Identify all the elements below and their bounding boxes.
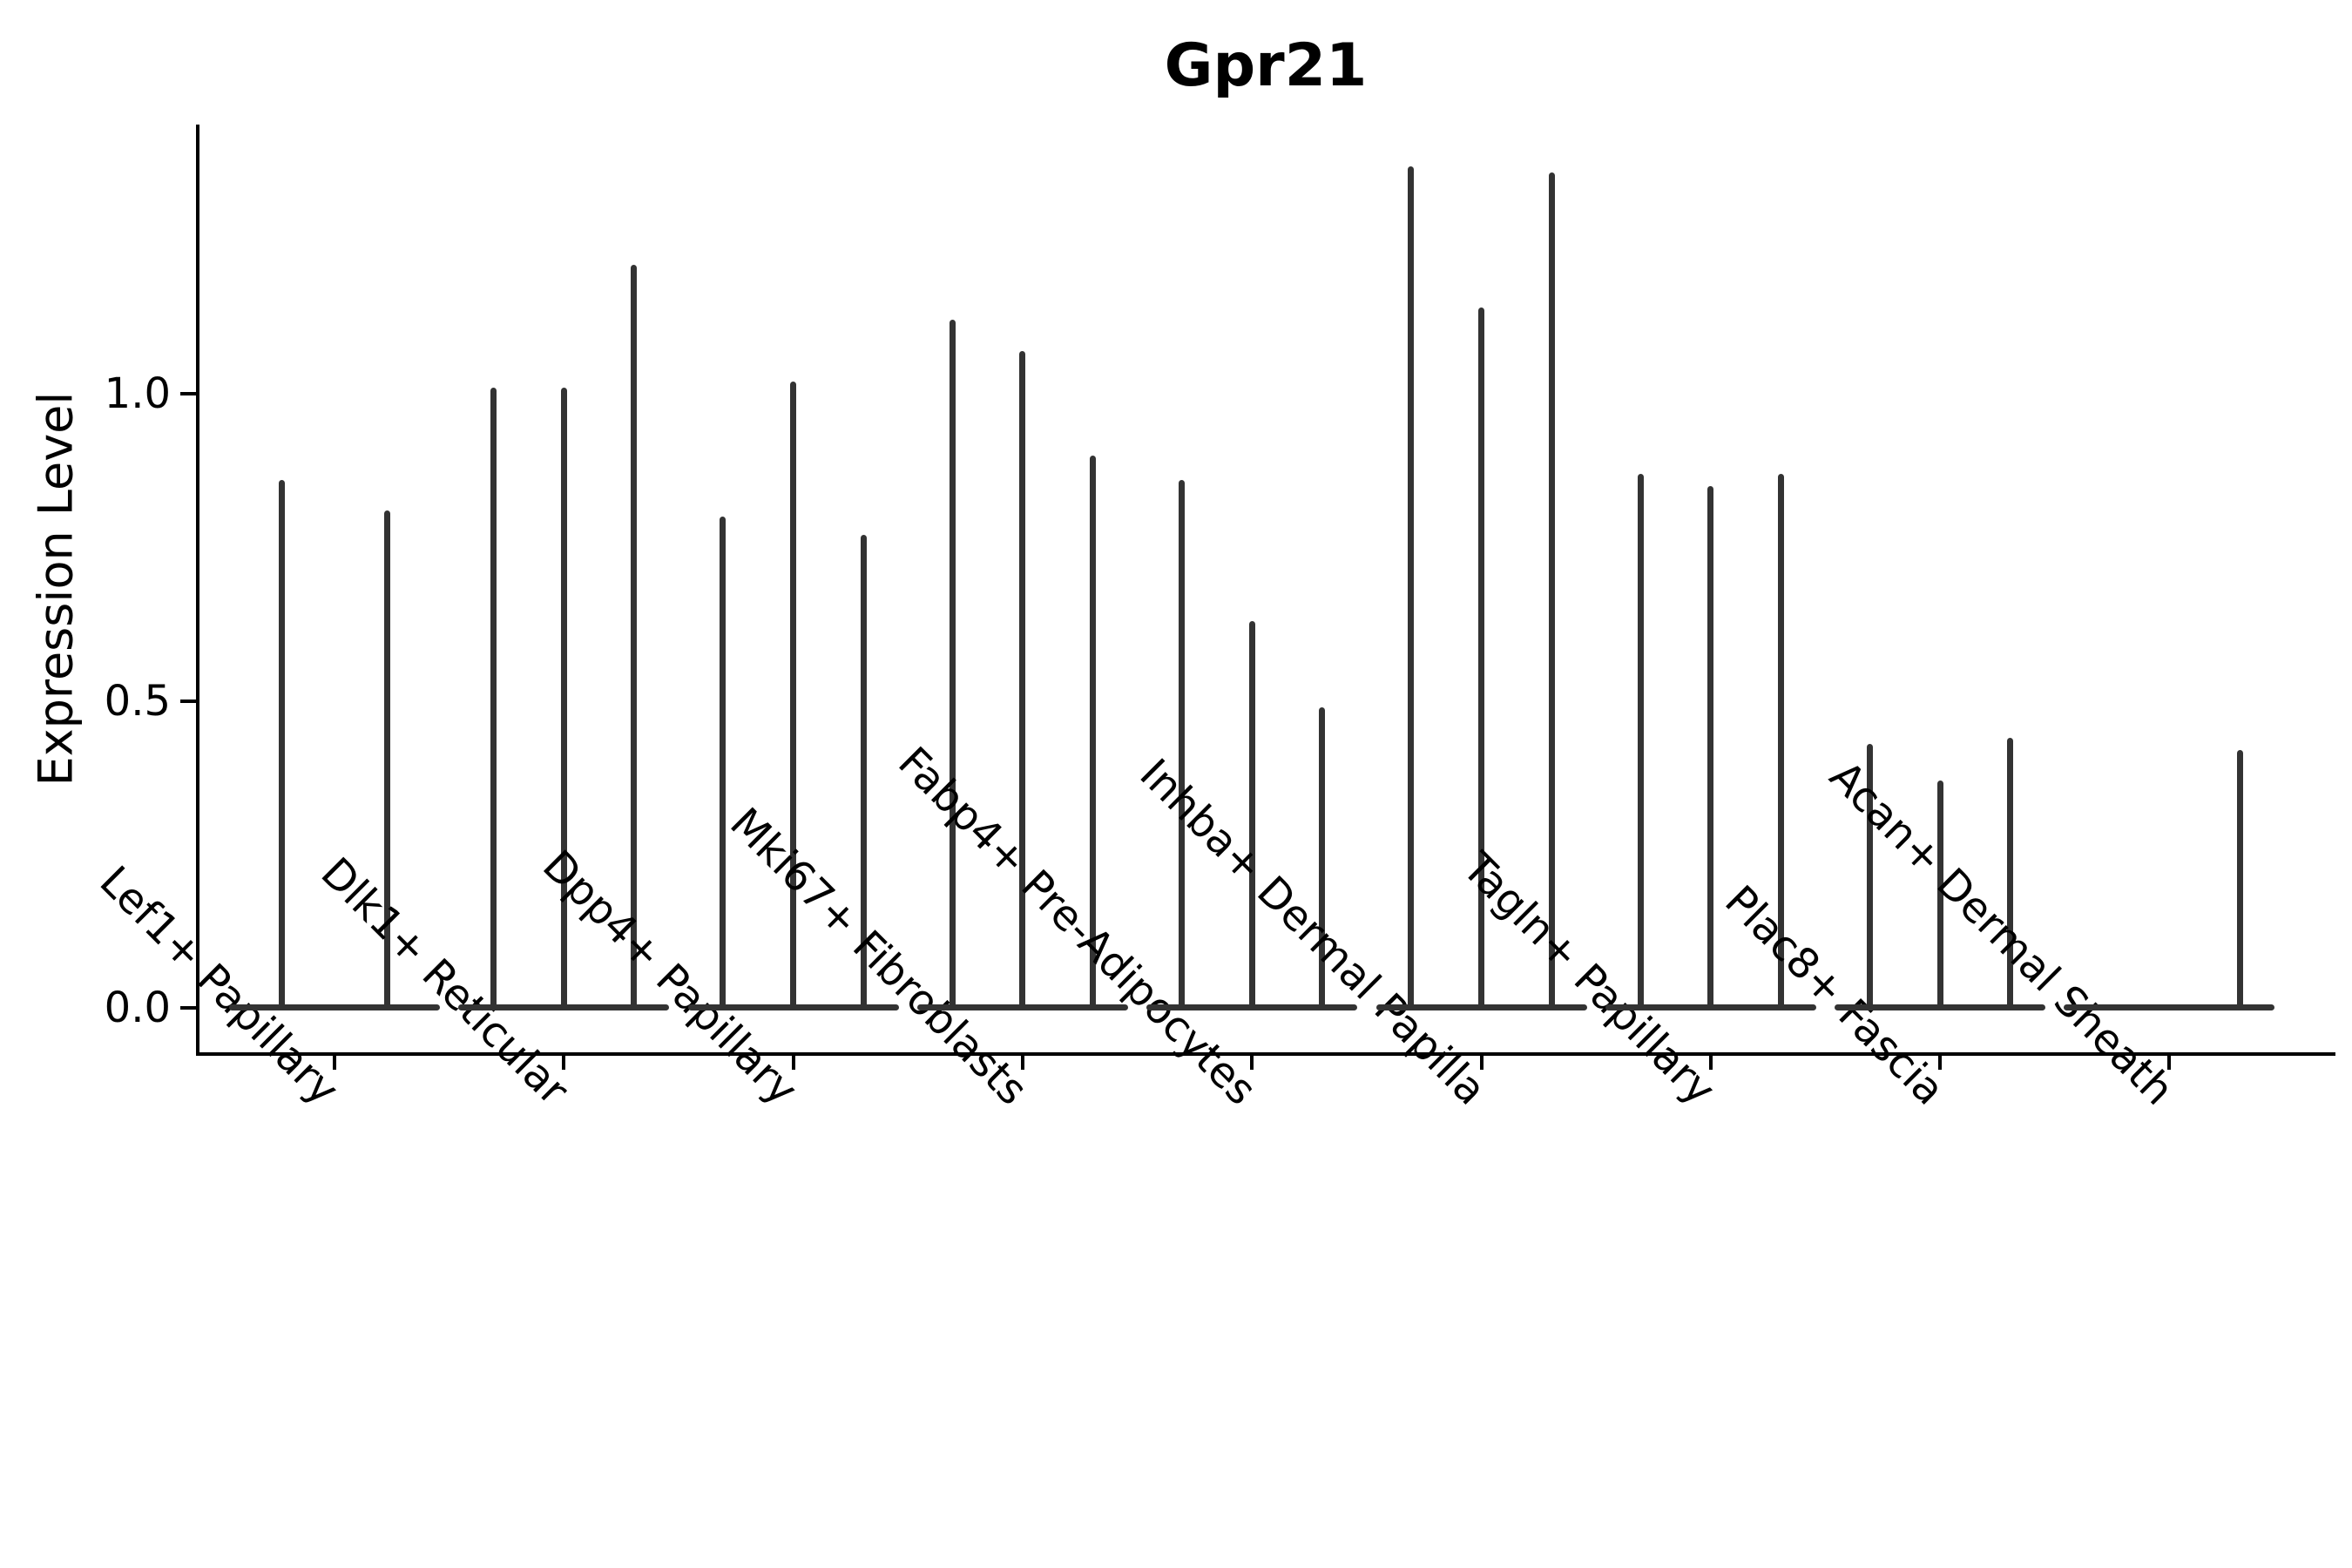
x-tick — [333, 1056, 336, 1070]
x-tick-label: Dpp4+ Papillary — [533, 841, 808, 1115]
violin-spike — [279, 479, 285, 1010]
violin-spike — [790, 381, 797, 1010]
y-tick-label: 1.0 — [104, 369, 171, 418]
x-tick — [1938, 1056, 1943, 1070]
violin-spike — [720, 517, 727, 1010]
violin-spike — [560, 387, 567, 1010]
x-tick — [1020, 1056, 1024, 1070]
violin-spike — [1637, 473, 1644, 1010]
violin-base — [229, 1004, 440, 1010]
x-tick-label: Tagln+ Papillary — [1453, 842, 1725, 1115]
violin-spike — [1707, 485, 1714, 1010]
violin-spike — [1866, 743, 1873, 1010]
violin-spike — [1478, 308, 1484, 1010]
violin-base — [2064, 1004, 2275, 1010]
violin-spike — [1936, 781, 1943, 1010]
x-axis-spine — [196, 1052, 2335, 1056]
violin-spike — [860, 535, 867, 1010]
x-tick — [2167, 1056, 2172, 1070]
x-tick — [562, 1056, 566, 1070]
x-tick — [1250, 1056, 1254, 1070]
y-tick-label: 0.5 — [104, 676, 171, 726]
violin-spike — [631, 264, 638, 1010]
y-tick — [180, 392, 196, 395]
violin-spike — [949, 320, 956, 1010]
violin-spike — [1777, 473, 1784, 1010]
y-axis-spine — [196, 125, 199, 1056]
x-tick-label: Plac8+ Fascia — [1715, 876, 1955, 1115]
violin-spike — [490, 387, 497, 1010]
violin-spike — [1319, 706, 1326, 1010]
x-tick — [791, 1056, 795, 1070]
violin-spike — [1179, 479, 1186, 1010]
x-tick-label: Dlk1+ Reticular — [311, 848, 578, 1115]
violin-spike — [1408, 166, 1415, 1010]
chart-title: Gpr21 — [1164, 31, 1368, 100]
violin-spike — [1548, 172, 1555, 1010]
violin-spike — [384, 510, 390, 1010]
violin-spike — [1090, 455, 1097, 1010]
violin-spike — [1248, 620, 1255, 1010]
x-tick — [1708, 1056, 1713, 1070]
y-tick — [180, 1006, 196, 1010]
y-tick — [180, 699, 196, 703]
y-tick-label: 0.0 — [104, 983, 171, 1032]
violin-spike — [2236, 749, 2243, 1010]
violin-spike — [1019, 350, 1026, 1010]
violin-spike — [2007, 737, 2014, 1010]
x-tick — [1479, 1056, 1484, 1070]
